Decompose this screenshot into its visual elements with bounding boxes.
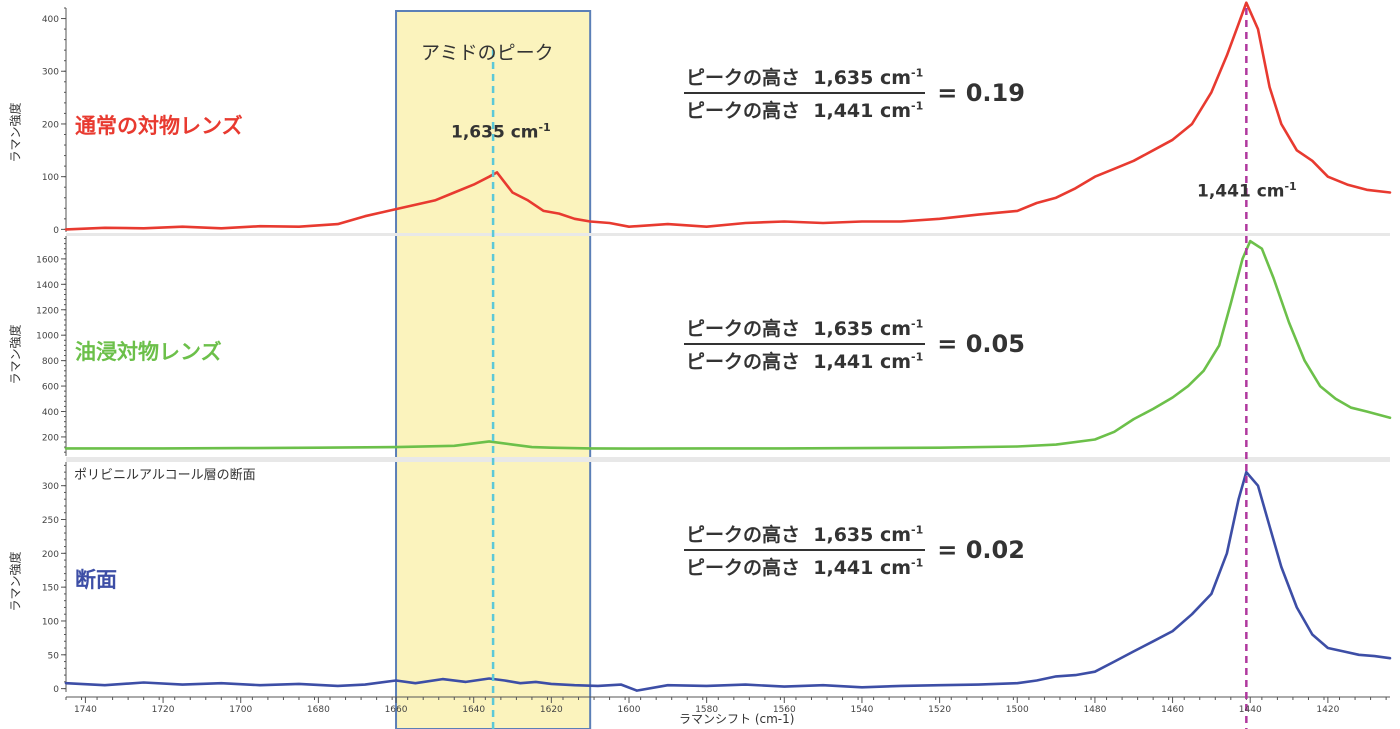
x-tick-label: 1680 — [307, 705, 330, 715]
amide-band — [396, 11, 590, 729]
x-tick-label: 1420 — [1316, 705, 1339, 715]
y-tick-label: 50 — [48, 651, 60, 661]
series-label-standard: 通常の対物レンズ — [75, 110, 243, 140]
y-axis-label-1: ラマン強度 — [7, 98, 24, 168]
y-tick-label: 100 — [42, 173, 59, 183]
y-tick-label: 1000 — [36, 332, 59, 342]
ratio-den-value-cross: 1,441 cm — [813, 557, 911, 579]
y-axis-label-2: ラマン強度 — [7, 320, 24, 390]
y-tick-label: 1600 — [36, 255, 59, 265]
ratio-value-cross-section: = 0.02 — [937, 536, 1025, 564]
y-tick-label: 1400 — [36, 281, 59, 291]
ratio-denominator-standard: ピークの高さ 1,441 cm-1 — [684, 94, 925, 123]
panel-separator — [66, 233, 1390, 236]
ratio-fraction-cross-section: ピークの高さ 1,635 cm-1 ピークの高さ 1,441 cm-1 — [684, 520, 925, 580]
ratio-den-text-oil: ピークの高さ — [686, 351, 800, 373]
ratio-number-oil: 0.05 — [966, 330, 1025, 358]
series-label-cross-section: 断面 — [75, 564, 117, 594]
x-tick-label: 1640 — [462, 705, 485, 715]
y-tick-label: 0 — [53, 685, 59, 695]
series-label-oil: 油浸対物レンズ — [75, 336, 222, 366]
ratio-num-text-standard: ピークの高さ — [686, 67, 800, 89]
ratio-value-standard: = 0.19 — [937, 79, 1025, 107]
ratio-den-exp-standard: -1 — [911, 100, 923, 113]
ratio-fraction-standard: ピークの高さ 1,635 cm-1 ピークの高さ 1,441 cm-1 — [684, 63, 925, 123]
peak-label-1635-exp: -1 — [538, 121, 550, 134]
x-tick-label: 1540 — [850, 705, 873, 715]
x-tick-label: 1620 — [540, 705, 563, 715]
peak-label-1635: 1,635 cm-1 — [451, 121, 551, 143]
x-tick-label: 1480 — [1083, 705, 1106, 715]
panel3-sublabel: ポリビニルアルコール層の断面 — [74, 464, 256, 483]
y-tick-label: 200 — [42, 550, 59, 560]
ratio-number-standard: 0.19 — [966, 79, 1025, 107]
ratio-num-text-oil: ピークの高さ — [686, 318, 800, 340]
x-axis-label: ラマンシフト (cm-1) — [679, 710, 794, 727]
series-line-3 — [66, 472, 1390, 690]
x-tick-label: 1520 — [928, 705, 951, 715]
ratio-den-value-standard: 1,441 cm — [813, 100, 911, 122]
ratio-num-exp-oil: -1 — [911, 318, 923, 331]
y-tick-label: 0 — [53, 226, 59, 236]
ratio-numerator-standard: ピークの高さ 1,635 cm-1 — [684, 63, 925, 94]
x-axis-label-text: ラマンシフト (cm-1) — [679, 712, 794, 726]
ratio-numerator-oil: ピークの高さ 1,635 cm-1 — [684, 314, 925, 345]
y-tick-label: 100 — [42, 617, 59, 627]
y-tick-label: 800 — [42, 357, 59, 367]
y-tick-label: 200 — [42, 120, 59, 130]
ratio-formula-cross-section: ピークの高さ 1,635 cm-1 ピークの高さ 1,441 cm-1 = 0.… — [684, 520, 1025, 580]
x-tick-label: 1740 — [74, 705, 97, 715]
y-tick-label: 400 — [42, 15, 59, 25]
ratio-numerator-cross-section: ピークの高さ 1,635 cm-1 — [684, 520, 925, 551]
ratio-den-exp-oil: -1 — [911, 351, 923, 364]
y-tick-label: 150 — [42, 584, 59, 594]
ratio-num-value-oil: 1,635 cm — [813, 318, 911, 340]
ratio-num-text-cross: ピークの高さ — [686, 524, 800, 546]
ratio-num-value-standard: 1,635 cm — [813, 67, 911, 89]
peak-label-1635-text: 1,635 cm — [451, 123, 538, 143]
ratio-den-value-oil: 1,441 cm — [813, 351, 911, 373]
panel-separator — [66, 457, 1390, 462]
x-tick-label: 1660 — [385, 705, 408, 715]
ratio-num-exp-cross: -1 — [911, 524, 923, 537]
y-tick-label: 300 — [42, 482, 59, 492]
x-tick-label: 1600 — [618, 705, 641, 715]
ratio-number-cross: 0.02 — [966, 536, 1025, 564]
peak-label-1441-text: 1,441 cm — [1197, 182, 1284, 202]
ratio-formula-oil: ピークの高さ 1,635 cm-1 ピークの高さ 1,441 cm-1 = 0.… — [684, 314, 1025, 374]
ratio-value-oil: = 0.05 — [937, 330, 1025, 358]
y-tick-label: 300 — [42, 68, 59, 78]
x-tick-label: 1720 — [152, 705, 175, 715]
y-tick-label: 1200 — [36, 306, 59, 316]
x-tick-label: 1500 — [1006, 705, 1029, 715]
x-tick-label: 1440 — [1239, 705, 1262, 715]
ratio-den-text-cross: ピークの高さ — [686, 557, 800, 579]
ratio-denominator-cross-section: ピークの高さ 1,441 cm-1 — [684, 551, 925, 580]
y-tick-label: 250 — [42, 516, 59, 526]
ratio-denominator-oil: ピークの高さ 1,441 cm-1 — [684, 345, 925, 374]
peak-label-1441: 1,441 cm-1 — [1197, 180, 1297, 202]
ratio-fraction-oil: ピークの高さ 1,635 cm-1 ピークの高さ 1,441 cm-1 — [684, 314, 925, 374]
y-axis-label-3: ラマン強度 — [7, 547, 24, 617]
ratio-num-exp-standard: -1 — [911, 67, 923, 80]
y-tick-label: 400 — [42, 408, 59, 418]
ratio-num-value-cross: 1,635 cm — [813, 524, 911, 546]
y-tick-label: 600 — [42, 383, 59, 393]
y-tick-label: 200 — [42, 433, 59, 443]
ratio-den-exp-cross: -1 — [911, 557, 923, 570]
x-tick-label: 1700 — [229, 705, 252, 715]
peak-label-1441-exp: -1 — [1284, 180, 1296, 193]
ratio-den-text-standard: ピークの高さ — [686, 100, 800, 122]
x-tick-label: 1460 — [1161, 705, 1184, 715]
ratio-formula-standard: ピークの高さ 1,635 cm-1 ピークの高さ 1,441 cm-1 = 0.… — [684, 63, 1025, 123]
amide-band-title: アミドのピーク — [421, 38, 554, 65]
